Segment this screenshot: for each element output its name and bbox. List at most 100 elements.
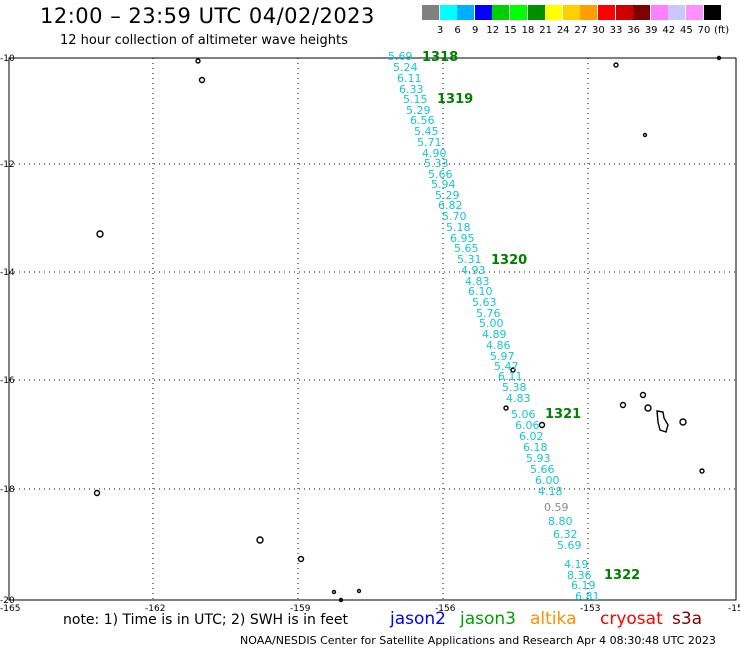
- swh-value: 5.71: [417, 136, 442, 149]
- swh-value: 5.29: [435, 189, 460, 202]
- orbit-number: 1320: [491, 253, 527, 268]
- footnote: note: 1) Time is in UTC; 2) SWH is in fe…: [63, 612, 349, 628]
- swh-value: 5.31: [457, 253, 482, 266]
- swh-value: 5.66: [530, 463, 555, 476]
- swh-value: 4.18: [538, 485, 563, 498]
- legend-swatch: [580, 5, 598, 20]
- legend-swatch: [703, 5, 721, 20]
- orbit-number: 1318: [422, 50, 458, 65]
- legend-label: 30: [592, 25, 605, 36]
- swh-track-labels: 5.695.246.116.335.155.296.565.455.714.90…: [388, 50, 600, 603]
- swh-value: 5.38: [502, 381, 527, 394]
- island-outline: [619, 401, 627, 409]
- swh-value: 5.45: [414, 125, 439, 138]
- legend-label: 33: [609, 25, 623, 36]
- legend-swatch: [527, 5, 545, 20]
- lat-tick-label: -16: [0, 376, 15, 386]
- swh-value: 6.11: [397, 72, 422, 85]
- island-outline: [256, 536, 264, 544]
- island-outline: [503, 405, 509, 411]
- orbit-number: 1322: [604, 568, 640, 583]
- lon-tick-label: -159: [290, 604, 311, 614]
- island-outline: [510, 367, 516, 373]
- legend-swatch: [650, 5, 668, 20]
- swh-value: 6.81: [575, 590, 600, 603]
- island-outline: [716, 55, 722, 61]
- island-outline: [644, 404, 652, 412]
- swh-value: 5.47: [494, 360, 519, 373]
- island-outline: [538, 421, 546, 429]
- swh-value: 5.18: [446, 221, 471, 234]
- legend-label: (ft): [714, 25, 730, 36]
- swh-value: 5.66: [428, 168, 453, 181]
- island-outline: [195, 58, 201, 64]
- swh-value: 5.76: [476, 307, 501, 320]
- lat-tick-label: -12: [0, 160, 15, 170]
- lon-tick-label: -156: [435, 604, 456, 614]
- lon-tick-label: -165: [0, 604, 20, 614]
- swh-value: 5.93: [526, 452, 551, 465]
- swh-value: 6.06: [515, 419, 540, 432]
- swh-value: 6.32: [553, 528, 578, 541]
- map-frame: [8, 57, 737, 601]
- island-outline: [656, 410, 669, 433]
- legend-swatch: [668, 5, 686, 20]
- legend-label: 24: [556, 25, 570, 36]
- legend-swatch: [439, 5, 457, 20]
- credit-line: NOAA/NESDIS Center for Satellite Applica…: [240, 634, 716, 647]
- legend-swatch: [545, 5, 563, 20]
- island-outlines: [93, 55, 722, 603]
- swh-value: 8.80: [548, 515, 573, 528]
- swh-value: 6.18: [523, 441, 548, 454]
- legend-label: 12: [486, 25, 500, 36]
- swh-value: 8.36: [567, 569, 592, 582]
- swh-value: 4.90: [422, 147, 447, 160]
- swh-value: 5.69: [388, 50, 413, 63]
- legend-label: 9: [472, 25, 479, 36]
- swh-value: 6.10: [468, 285, 493, 298]
- orbit-labels: 1318 1319 1320 1321 1322: [422, 50, 640, 583]
- swh-value: 6.19: [571, 579, 596, 592]
- island-outline: [639, 391, 647, 399]
- swh-value: 6.95: [450, 232, 475, 245]
- legend-label: 6: [454, 25, 461, 36]
- swh-value: 5.69: [557, 539, 582, 552]
- legend-swatch: [686, 5, 703, 20]
- legend-label: 18: [521, 25, 535, 36]
- lat-tick-label: -20: [0, 596, 15, 606]
- island-outline: [338, 597, 344, 603]
- map-subtitle: 12 hour collection of altimeter wave hei…: [60, 33, 348, 48]
- swh-value: 5.97: [490, 350, 515, 363]
- satellite-name: jason3: [460, 609, 516, 629]
- swh-value: 5.29: [406, 104, 431, 117]
- lon-tick-label: -15: [728, 604, 740, 614]
- lat-tick-label: -18: [0, 485, 15, 495]
- legend-swatch: [492, 5, 510, 20]
- swh-value: 4.83: [465, 275, 490, 288]
- legend-swatch: [633, 5, 651, 20]
- legend-label: 42: [662, 25, 676, 36]
- lat-tick-label: -14: [0, 268, 15, 278]
- legend-swatch: [510, 5, 527, 20]
- island-outline: [613, 62, 619, 68]
- swh-value: 6.00: [535, 474, 560, 487]
- island-outline: [93, 489, 101, 497]
- island-outline: [331, 589, 337, 595]
- swh-value: 5.70: [442, 210, 467, 223]
- legend-swatch: [457, 5, 475, 20]
- legend-swatch: [562, 5, 580, 20]
- map-title: 12:00 – 23:59 UTC 04/02/2023: [40, 4, 375, 28]
- swh-value: 4.86: [486, 339, 511, 352]
- swh-value: 0.59: [544, 501, 569, 514]
- axis-ticks: -165 -162 -159 -156 -153 -15 -10 -12 -14 -16 -18 -2…: [0, 54, 740, 614]
- island-outline: [642, 132, 648, 138]
- satellite-name: s3a: [672, 609, 703, 629]
- legend-label: 39: [644, 25, 658, 36]
- satellite-name: jason2: [390, 609, 446, 629]
- swh-value: 5.94: [431, 178, 456, 191]
- swh-value: 4.19: [564, 558, 589, 571]
- legend-label: 21: [539, 25, 552, 36]
- legend-label: 70: [697, 25, 711, 36]
- island-outline: [198, 76, 206, 84]
